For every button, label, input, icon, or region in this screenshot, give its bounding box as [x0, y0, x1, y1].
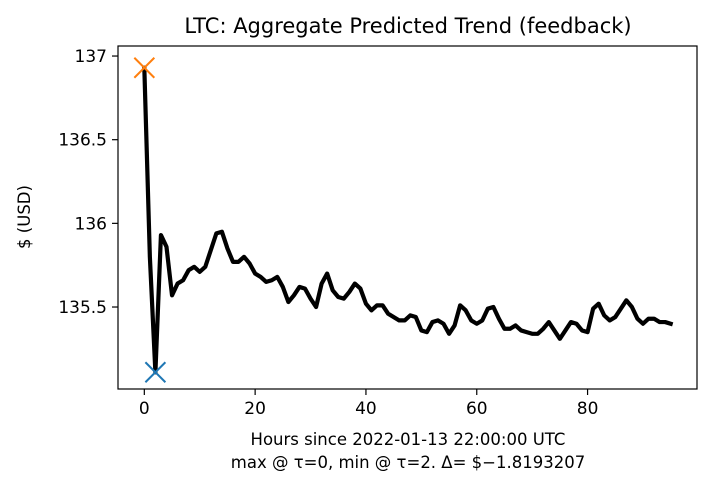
y-tick-label: 136.5: [58, 131, 107, 151]
x-tick-label: 80: [577, 399, 599, 419]
x-tick-label: 60: [466, 399, 488, 419]
x-axis: 0 20 40 60 80: [139, 389, 598, 419]
x-tick-label: 0: [139, 399, 150, 419]
plot-area: [133, 57, 674, 383]
x-axis-label-line2: max @ τ=0, min @ τ=2. Δ= $−1.8193207: [231, 453, 585, 472]
y-tick-label: 136: [75, 214, 107, 234]
series-line-0: [142, 65, 674, 375]
x-tick-label: 20: [244, 399, 266, 419]
y-tick-label: 137: [75, 47, 107, 67]
y-tick-label: 135.5: [58, 298, 107, 318]
min-marker: [144, 361, 167, 383]
x-tick-label: 40: [355, 399, 377, 419]
y-axis-label: $ (USD): [15, 185, 34, 249]
chart-title: LTC: Aggregate Predicted Trend (feedback…: [184, 14, 631, 38]
plot-frame: [117, 45, 698, 390]
y-axis: 135.5 136 136.5 137: [58, 47, 118, 318]
x-axis-label: Hours since 2022-01-13 22:00:00 UTC: [251, 430, 566, 449]
max-marker: [133, 57, 156, 79]
